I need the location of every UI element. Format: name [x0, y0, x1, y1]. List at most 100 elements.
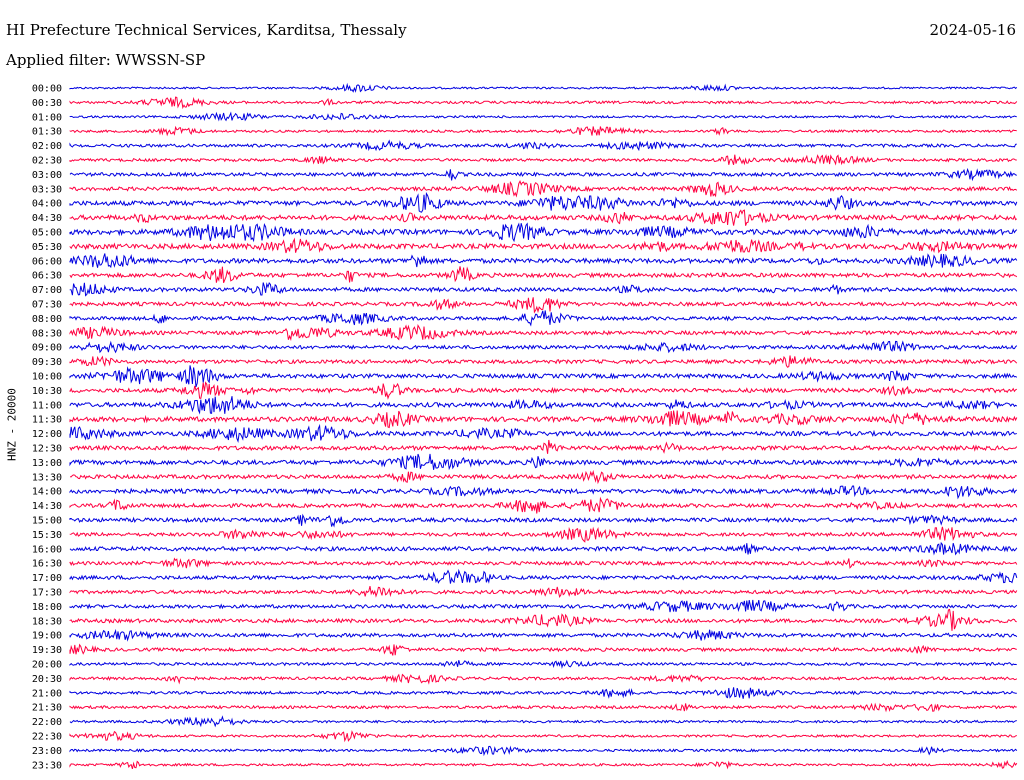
- time-label-1600: 16:00: [32, 544, 62, 555]
- trace-0700: [69, 281, 1018, 297]
- time-label-2200: 22:00: [32, 717, 62, 728]
- time-label-1930: 19:30: [32, 645, 62, 656]
- time-label-1230: 12:30: [32, 444, 62, 455]
- time-label-0830: 08:30: [32, 328, 62, 339]
- time-label-0130: 01:30: [32, 127, 62, 138]
- time-label-1700: 17:00: [32, 573, 62, 584]
- time-label-1830: 18:30: [32, 616, 62, 627]
- trace-0730: [69, 297, 1018, 314]
- time-label-1030: 10:30: [32, 386, 62, 397]
- time-label-0000: 00:00: [32, 84, 62, 95]
- time-label-1130: 11:30: [32, 415, 62, 426]
- trace-1630: [69, 557, 1018, 569]
- trace-2230: [69, 730, 1017, 743]
- trace-2100: [69, 687, 1017, 699]
- trace-1100: [69, 396, 1018, 415]
- time-label-1330: 13:30: [32, 472, 62, 483]
- time-label-1000: 10:00: [32, 372, 62, 383]
- time-label-0300: 03:00: [32, 170, 62, 181]
- trace-1930: [69, 643, 1017, 656]
- time-label-0200: 02:00: [32, 141, 62, 152]
- time-label-0900: 09:00: [32, 343, 62, 354]
- trace-1600: [69, 541, 1018, 556]
- trace-0300: [69, 167, 1017, 182]
- time-label-1300: 13:00: [32, 458, 62, 469]
- trace-1500: [69, 513, 1018, 528]
- time-label-0030: 00:30: [32, 98, 62, 109]
- trace-1200: [69, 423, 1017, 443]
- time-label-0430: 04:30: [32, 213, 62, 224]
- trace-0030: [69, 96, 1018, 110]
- time-label-0600: 06:00: [32, 256, 62, 267]
- time-label-2100: 21:00: [32, 688, 62, 699]
- trace-1730: [69, 585, 1018, 599]
- trace-1900: [69, 628, 1018, 642]
- trace-0000: [69, 82, 1018, 93]
- trace-1800: [69, 599, 1018, 613]
- station-title: HI Prefecture Technical Services, Kardit…: [6, 21, 407, 39]
- trace-0100: [69, 111, 1017, 122]
- time-label-0800: 08:00: [32, 314, 62, 325]
- time-label-0930: 09:30: [32, 357, 62, 368]
- time-label-1430: 14:30: [32, 501, 62, 512]
- trace-1030: [69, 381, 1018, 400]
- trace-1530: [69, 526, 1018, 543]
- trace-0330: [69, 180, 1018, 198]
- time-label-1900: 19:00: [32, 631, 62, 642]
- trace-2330: [69, 759, 1018, 770]
- time-label-1630: 16:30: [32, 559, 62, 570]
- trace-1230: [69, 439, 1018, 454]
- trace-0530: [69, 237, 1018, 254]
- time-label-0500: 05:00: [32, 228, 62, 239]
- trace-1430: [69, 496, 1018, 514]
- trace-2130: [69, 702, 1017, 713]
- time-label-1200: 12:00: [32, 429, 62, 440]
- time-label-0730: 07:30: [32, 300, 62, 311]
- trace-0830: [69, 324, 1018, 342]
- time-label-2300: 23:00: [32, 746, 62, 757]
- trace-1000: [69, 365, 1018, 388]
- time-label-1530: 15:30: [32, 530, 62, 541]
- time-label-2330: 23:30: [32, 760, 62, 771]
- time-label-1730: 17:30: [32, 588, 62, 599]
- time-label-2000: 20:00: [32, 660, 62, 671]
- time-label-0100: 01:00: [32, 112, 62, 123]
- time-label-2130: 21:30: [32, 703, 62, 714]
- trace-1130: [69, 410, 1018, 429]
- trace-2200: [69, 715, 1017, 728]
- filter-label: Applied filter: WWSSN-SP: [6, 51, 206, 69]
- trace-0930: [69, 355, 1018, 368]
- time-label-0630: 06:30: [32, 271, 62, 282]
- trace-0900: [69, 340, 1018, 354]
- trace-1830: [69, 608, 1017, 631]
- trace-0800: [69, 310, 1017, 327]
- time-label-0530: 05:30: [32, 242, 62, 253]
- trace-0630: [69, 266, 1018, 283]
- trace-0130: [69, 125, 1017, 137]
- trace-2030: [69, 673, 1018, 685]
- time-label-0330: 03:30: [32, 184, 62, 195]
- time-label-0230: 02:30: [32, 156, 62, 167]
- time-label-1500: 15:00: [32, 516, 62, 527]
- time-label-1800: 18:00: [32, 602, 62, 613]
- record-date: 2024-05-16: [929, 21, 1016, 39]
- trace-0200: [69, 139, 1017, 152]
- trace-1700: [69, 568, 1018, 584]
- trace-0400: [69, 192, 1018, 213]
- trace-0230: [69, 154, 1017, 166]
- trace-1330: [69, 469, 1018, 485]
- trace-1300: [69, 453, 1018, 471]
- trace-2300: [69, 745, 1018, 757]
- time-label-0700: 07:00: [32, 285, 62, 296]
- trace-0600: [69, 253, 1018, 269]
- time-label-1100: 11:00: [32, 400, 62, 411]
- time-label-2230: 22:30: [32, 732, 62, 743]
- trace-0430: [69, 209, 1018, 226]
- time-label-2030: 20:30: [32, 674, 62, 685]
- trace-2000: [69, 659, 1017, 669]
- trace-1400: [69, 485, 1018, 500]
- time-label-0400: 04:00: [32, 199, 62, 210]
- trace-0500: [69, 222, 1018, 243]
- time-label-1400: 14:00: [32, 487, 62, 498]
